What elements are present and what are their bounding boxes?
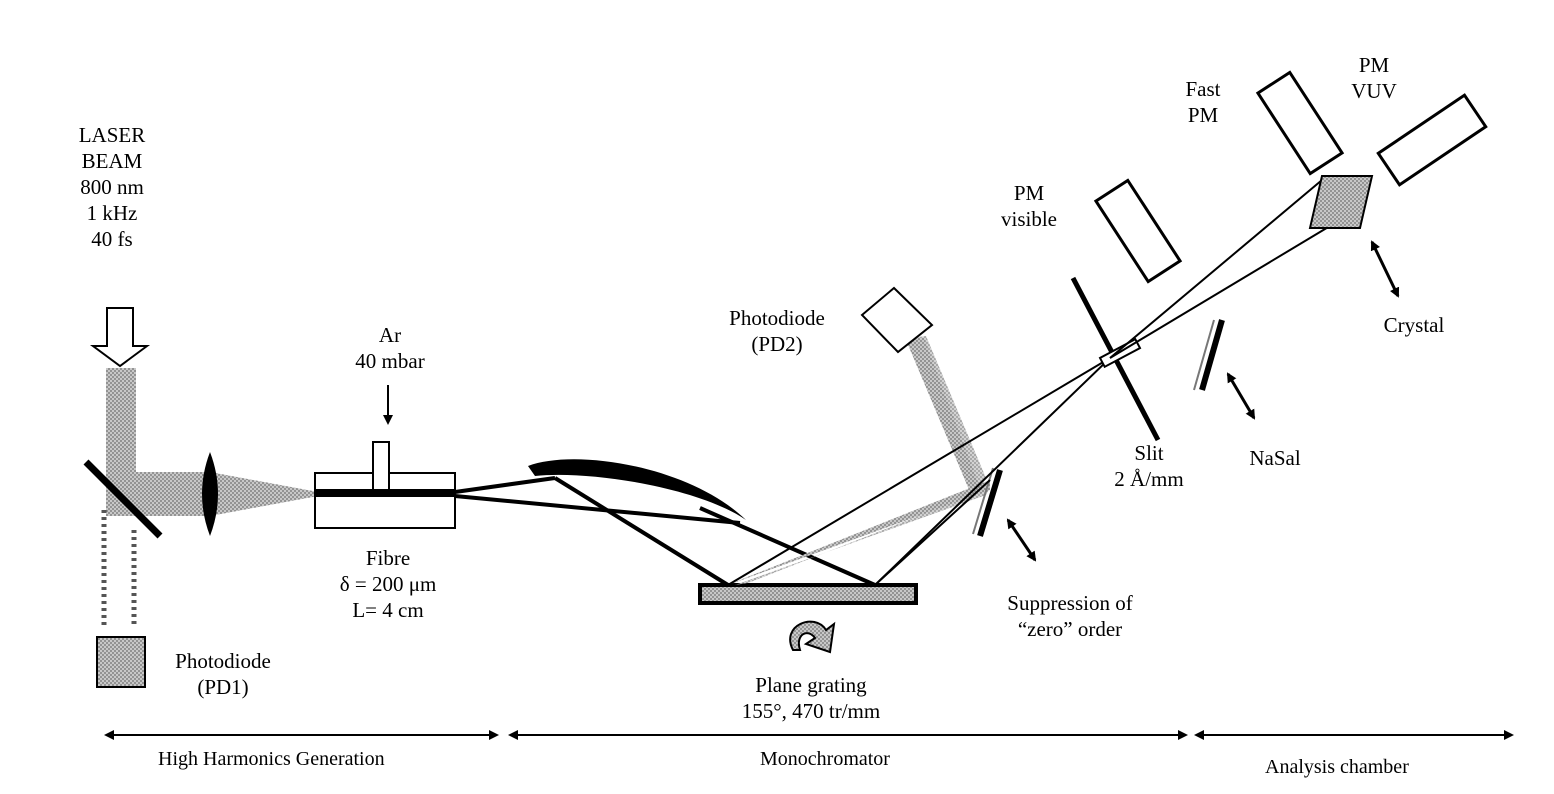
laser-line-3: 800 nm (80, 175, 144, 199)
beam-mirror-to-grating-b (699, 506, 876, 587)
nasal-sample (1199, 319, 1225, 391)
pm-vuv-line-2: VUV (1351, 79, 1397, 103)
rotation-arrow-icon (789, 620, 836, 654)
nasal-sample-back (1193, 319, 1215, 391)
beam-zero-order-a (874, 479, 991, 586)
plane-grating (698, 583, 918, 605)
slit-line-1: Slit (1134, 441, 1164, 465)
gas-inlet (372, 441, 390, 491)
fibre-line-2: δ = 200 μm (339, 572, 437, 596)
laser-line-5: 40 fs (91, 227, 133, 251)
beam-grating-to-slit-a (727, 357, 1111, 586)
nasal-label: NaSal (1249, 446, 1301, 470)
beam-slit-to-crystal-a (1109, 179, 1323, 359)
suppression-line-1: Suppression of (1007, 591, 1133, 615)
grating-line-1: Plane grating (755, 673, 867, 697)
suppression-mirror (977, 469, 1003, 537)
suppression-mirror-back (972, 467, 994, 535)
pd1-label: Photodiode (PD1) (158, 648, 288, 700)
grating-label: Plane grating 155°, 470 tr/mm (726, 672, 896, 724)
fast-pm-line-1: Fast (1185, 77, 1221, 101)
fast-pm-line-2: PM (1187, 103, 1219, 127)
pd2-line-2: (PD2) (751, 332, 803, 356)
beam-splitter-mirror (83, 459, 163, 539)
fibre-line-3: L= 4 cm (352, 598, 424, 622)
crystal (1308, 175, 1374, 229)
beam-slit-to-crystal-b (1109, 225, 1331, 359)
laser-line-1: LASER (78, 123, 146, 147)
pm-visible-line-1: PM (1013, 181, 1045, 205)
section-hhg-label: High Harmonics Generation (158, 748, 385, 770)
beam-mirror-to-grating-a (553, 476, 730, 587)
grating-to-zero-order-grey (728, 480, 990, 585)
laser-line-4: 1 kHz (86, 201, 138, 225)
pd1-line-1: Photodiode (175, 649, 271, 673)
pd1-line-2: (PD1) (197, 675, 249, 699)
pm-visible-label: PM visible (984, 180, 1074, 232)
photodiode-pd1 (96, 636, 146, 688)
nasal-double-arrow-icon (1226, 372, 1256, 420)
grating-line-2: 155°, 470 tr/mm (741, 699, 881, 723)
fast-pm-label: Fast PM (1168, 76, 1238, 128)
crystal-label: Crystal (1383, 313, 1445, 337)
gas-line-2: 40 mbar (355, 349, 425, 373)
beam-fibre-to-mirror-upper (454, 476, 556, 494)
gas-line-1: Ar (378, 323, 402, 347)
beam-to-pd2 (906, 338, 980, 492)
crystal-double-arrow-icon (1370, 240, 1400, 298)
suppression-label: Suppression of “zero” order (985, 590, 1155, 642)
beam-pd2-crossing (912, 336, 986, 486)
fast-pm-detector (1255, 70, 1345, 176)
gas-label: Ar 40 mbar (330, 322, 450, 374)
pm-vuv-label: PM VUV (1334, 52, 1414, 104)
pd2-line-1: Photodiode (729, 306, 825, 330)
laser-beam-label: LASER BEAM 800 nm 1 kHz 40 fs (64, 122, 160, 252)
slit-line-2: 2 Å/mm (1114, 467, 1184, 491)
pm-visible-line-2: visible (1001, 207, 1057, 231)
fibre-label: Fibre δ = 200 μm L= 4 cm (318, 545, 458, 623)
beam-fibre-to-mirror-lower (454, 494, 741, 525)
pm-vuv-line-1: PM (1358, 53, 1390, 77)
laser-input-arrow-icon (89, 307, 151, 368)
suppression-line-2: “zero” order (1017, 617, 1123, 641)
photodiode-pd2 (860, 286, 934, 354)
hollow-fibre (315, 489, 455, 497)
toroidal-mirror (528, 459, 746, 520)
fibre-line-1: Fibre (365, 546, 411, 570)
pd2-label: Photodiode (PD2) (712, 305, 842, 357)
suppression-double-arrow-icon (1006, 518, 1037, 562)
slit-label: Slit 2 Å/mm (1094, 440, 1204, 492)
beam-grating-to-slit-b (874, 357, 1111, 586)
section-analysis-label: Analysis chamber (1265, 756, 1409, 778)
focusing-lens (202, 452, 218, 536)
pm-visible-detector (1093, 178, 1183, 284)
section-mono-label: Monochromator (760, 748, 890, 770)
pm-vuv-detector (1376, 93, 1488, 187)
laser-line-2: BEAM (81, 149, 143, 173)
